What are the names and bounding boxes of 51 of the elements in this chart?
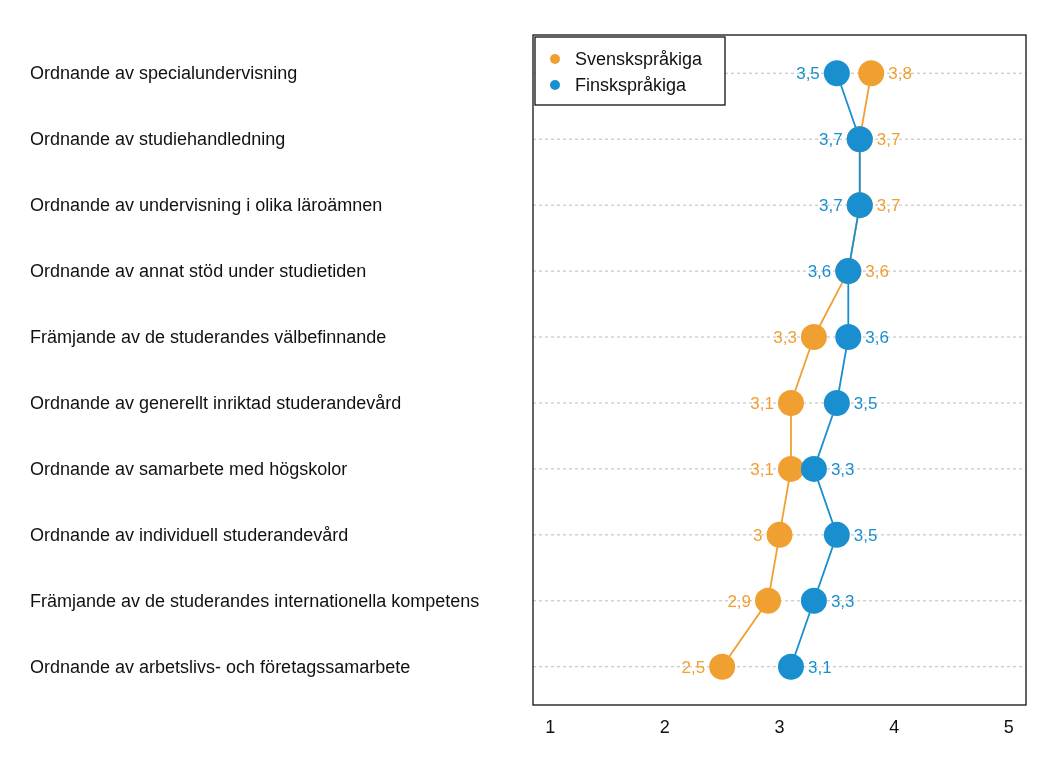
y-tick-label: Ordnande av studiehandledning [30, 129, 286, 150]
point [755, 587, 782, 614]
point [823, 521, 850, 548]
data-label: 3,3 [773, 328, 797, 348]
point [777, 455, 804, 482]
point [858, 60, 885, 87]
point [800, 587, 827, 614]
data-label: 3,5 [796, 64, 820, 84]
y-tick-label: Ordnande av individuell studerandevård [30, 524, 349, 545]
data-label: 3,7 [876, 130, 901, 150]
point [800, 324, 827, 351]
data-label: 3,1 [750, 459, 774, 479]
y-tick-label: Främjande av de studerandes välbefinnande [30, 327, 387, 348]
data-label: 2,9 [727, 591, 752, 611]
x-tick-label: 5 [1003, 717, 1014, 737]
data-label: 3,5 [853, 525, 878, 545]
y-tick-label: Ordnande av samarbete med högskolor [30, 458, 348, 479]
point [766, 521, 793, 548]
data-label: 3,7 [819, 196, 843, 216]
data-label: 3 [753, 525, 763, 545]
legend-label: Svenskspråkiga [575, 49, 704, 69]
data-label: 3,6 [865, 328, 889, 348]
point [777, 653, 804, 680]
x-tick-label: 3 [774, 717, 785, 737]
data-label: 3,3 [830, 459, 855, 479]
data-label: 3,1 [750, 393, 774, 413]
y-tick-label: Främjande av de studerandes internationella kompetens [30, 590, 480, 611]
point [823, 389, 850, 416]
data-label: 3,1 [807, 657, 832, 677]
point [800, 455, 827, 482]
data-label: 3,3 [830, 591, 855, 611]
y-tick-label: Ordnande av undervisning i olika läroämnen [30, 195, 383, 216]
data-label: 3,8 [888, 64, 912, 84]
data-label: 3,7 [876, 196, 901, 216]
legend-label: Finskspråkiga [575, 75, 688, 95]
data-label: 3,7 [819, 130, 843, 150]
point [709, 653, 736, 680]
data-label: 3,5 [853, 393, 878, 413]
data-label: 3,6 [865, 262, 889, 282]
x-tick-label: 4 [889, 717, 900, 737]
y-tick-label: Ordnande av arbetslivs- och företagssamarbete [30, 656, 411, 677]
y-tick-label: Ordnande av specialundervisning [30, 63, 298, 84]
y-tick-label: Ordnande av generellt inriktad studerandevård [30, 392, 402, 413]
x-tick-label: 2 [659, 717, 670, 737]
data-label: 2,5 [681, 657, 706, 677]
y-tick-label: Ordnande av annat stöd under studietiden [30, 261, 367, 282]
data-label: 3,6 [807, 262, 832, 282]
point [777, 389, 804, 416]
point [823, 60, 850, 87]
point [835, 324, 862, 351]
x-tick-label: 1 [545, 717, 556, 737]
